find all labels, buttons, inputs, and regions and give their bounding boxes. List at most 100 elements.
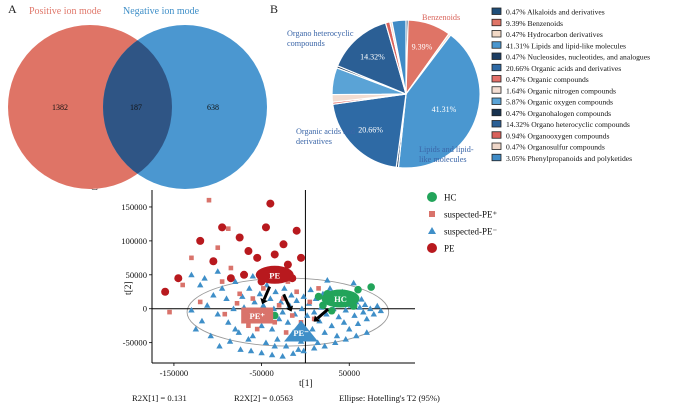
pie-legend-swatch <box>491 41 502 49</box>
scatter-point-triangle <box>288 291 295 298</box>
y-tick-label: 150000 <box>121 202 147 212</box>
scatter-point-triangle <box>282 342 290 349</box>
scatter-point-triangle <box>361 301 369 308</box>
scatter-legend-label: PE <box>444 244 455 254</box>
scatter-point-triangle <box>263 281 271 288</box>
scatter-point-square <box>215 245 221 250</box>
scatter-point-square <box>272 319 278 325</box>
footer-r2x1: R2X[1] = 0.131 <box>132 393 187 403</box>
scatter-point-triangle <box>237 346 244 352</box>
scatter-point-circle <box>367 283 375 291</box>
scatter-point-triangle <box>354 320 362 327</box>
pie-slice-lipids-and-lipid-like-molecules <box>397 34 481 169</box>
scatter-point-triangle <box>342 336 349 342</box>
scatter-point-triangle <box>360 308 367 315</box>
scatter-point-square <box>246 323 251 328</box>
scatter-point-triangle <box>225 319 232 325</box>
pie-legend-swatch <box>491 52 502 60</box>
scatter-point-triangle <box>188 306 195 313</box>
scatter-point-square <box>276 303 282 308</box>
scatter-point-triangle <box>223 295 230 301</box>
pie-legend-swatch <box>491 75 502 83</box>
scatter-point-triangle <box>293 297 300 303</box>
y-axis-label: t[2] <box>124 281 134 295</box>
venn-negative-only-count: 638 <box>207 103 219 112</box>
scatter-point-triangle <box>218 285 226 291</box>
venn-negative-label: Negative ion mode <box>123 6 200 17</box>
x-axis-label: t[1] <box>299 379 313 389</box>
direction-arrow <box>282 293 291 308</box>
venn-overlap-region <box>103 25 172 189</box>
panel-label-b: B <box>270 2 278 16</box>
scatter-point-square <box>289 313 295 318</box>
scatter-point-triangle <box>324 277 331 283</box>
scatter-point-circle <box>354 285 362 294</box>
scatter-point-triangle <box>267 295 274 301</box>
scatter-point-circle <box>196 236 205 245</box>
cluster-marker <box>284 320 319 342</box>
scatter-point-square <box>237 291 242 297</box>
pie-callout-lipids-line1: Lipids and lipid- <box>419 145 474 154</box>
scatter-point-triangle <box>279 308 286 315</box>
scatter-point-triangle <box>310 344 318 351</box>
scatter-point-triangle <box>300 347 307 354</box>
scatter-point-triangle <box>268 351 276 358</box>
venn-diagram: Positive ion mode Negative ion mode 1382… <box>8 6 267 189</box>
scatter-point-triangle <box>342 306 349 313</box>
pie-legend-entry: 41.31% Lipids and lipid-like molecules <box>506 41 626 50</box>
scatter-point-triangle <box>346 325 353 332</box>
venn-positive-only-count: 1382 <box>52 103 68 112</box>
direction-arrow <box>262 286 271 301</box>
scatter-point-triangle <box>316 317 323 324</box>
scatter-point-triangle <box>226 338 234 344</box>
pie-legend-entry: 5.87% Organic oxygen compounds <box>506 98 613 107</box>
scatter-point-triangle <box>279 353 286 359</box>
pie-chart: 9.39% 41.31% 20.66% 14.32% <box>331 19 481 169</box>
cluster-label: PE⁺ <box>250 311 266 321</box>
scatter-point-square <box>307 299 313 305</box>
scatter-point-triangle <box>258 349 265 356</box>
pie-slice-organic-acids-and-derivatives <box>332 93 407 169</box>
scatter-legend-marker <box>429 211 435 217</box>
scatter-point-triangle <box>249 332 257 339</box>
scatter-point-triangle <box>247 347 255 354</box>
scatter-point-triangle <box>321 329 328 335</box>
cluster-label: PE⁻ <box>293 328 309 338</box>
direction-arrow-head <box>313 315 321 322</box>
scatter-point-triangle <box>271 342 278 349</box>
scatter-point-triangle <box>207 332 214 339</box>
pie-legend-entry: 14.32% Organo heterocyclic compounds <box>506 120 630 129</box>
pie-legend-swatch <box>491 97 502 105</box>
pie-legend-swatch <box>491 86 502 94</box>
scatter-legend-marker <box>427 243 437 253</box>
direction-arrow-head <box>285 305 294 312</box>
scatter-legend-label: HC <box>444 193 457 203</box>
scatter-point-triangle <box>281 285 288 291</box>
pie-pct-label: 14.32% <box>360 53 385 62</box>
scatter-point-square <box>261 286 266 291</box>
scatter-point-triangle <box>230 305 237 312</box>
scatter-point-square <box>222 311 228 317</box>
pie-legend-entry: 3.05% Phenylpropanoids and polyketides <box>506 154 632 163</box>
direction-arrow <box>316 308 330 320</box>
scatter-point-triangle <box>310 308 318 315</box>
scatter-point-triangle <box>328 322 335 329</box>
x-tick-label: -50000 <box>249 368 273 378</box>
scatter-point-triangle <box>268 325 276 332</box>
scatter-point-triangle <box>239 293 246 299</box>
pie-legend-swatch <box>491 18 502 27</box>
scatter-point-triangle <box>335 313 342 320</box>
scatter-point-triangle <box>307 286 314 293</box>
pie-legend-entry: 0.47% Organohalogen compounds <box>506 109 611 118</box>
scatter-point-triangle <box>351 312 358 318</box>
pie-callout-organic-acids-line2: derivatives <box>296 137 332 146</box>
pie-legend-swatch <box>491 7 502 15</box>
scatter-point-circle <box>235 233 244 242</box>
scatter-point-triangle <box>216 342 223 349</box>
pie-legend-swatch <box>491 153 502 162</box>
scatter-point-square <box>189 255 194 261</box>
scatter-point-triangle <box>246 285 253 291</box>
footer-ellipse: Ellipse: Hotelling's T2 (95%) <box>339 393 440 403</box>
scatter-legend-marker <box>428 227 436 234</box>
pie-callout-organo-heterocyclic-line2: compounds <box>287 39 325 48</box>
